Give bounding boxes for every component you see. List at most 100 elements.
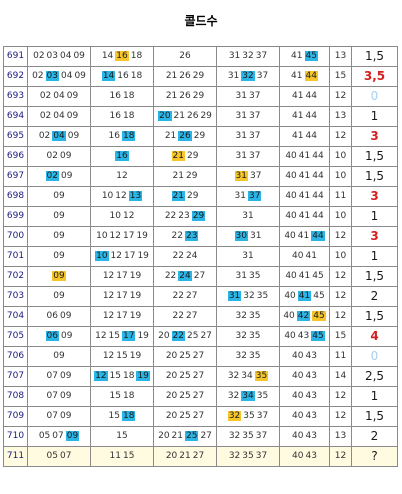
number-group-3: 21 26 29 <box>153 66 217 87</box>
number: 09 <box>53 351 65 361</box>
number-group-4: 31 37 <box>216 166 280 187</box>
table-row: 698 09 10 12 13 21 29 31 37 40 41 44 11 3 <box>3 186 398 207</box>
number-group-1: 02 03 04 09 <box>27 46 91 67</box>
count-cell: 12 <box>329 406 352 427</box>
number-group-2: 15 18 <box>90 386 154 407</box>
number: 37 <box>250 171 262 181</box>
number: 17 <box>123 231 135 241</box>
round-number: 696 <box>3 146 28 167</box>
number: 12 <box>116 171 128 181</box>
number: 43 <box>305 371 317 381</box>
round-number: 703 <box>3 286 28 307</box>
number: 12 <box>95 331 107 341</box>
number: 27 <box>200 431 212 441</box>
number-group-3: 20 21 26 29 <box>153 106 217 127</box>
number-group-5: 40 43 <box>279 426 330 447</box>
count-cell: 10 <box>329 246 352 267</box>
number: 35 <box>243 411 255 421</box>
number-group-3: 21 29 <box>153 146 217 167</box>
number-group-3: 22 23 29 <box>153 206 217 227</box>
result-cell: 1 <box>351 106 398 127</box>
number: 27 <box>192 411 205 421</box>
number: 43 <box>305 391 317 401</box>
number-group-4: 31 32 35 <box>216 286 280 307</box>
number: 17 <box>116 311 128 321</box>
number-group-1: 02 03 04 09 <box>27 66 91 87</box>
highlighted-number: 42 <box>296 311 311 321</box>
number-group-5: 40 41 <box>279 246 330 267</box>
round-number: 700 <box>3 226 28 247</box>
number-group-1: 09 <box>27 246 91 267</box>
number-group-1: 09 <box>27 226 91 247</box>
number-group-1: 09 <box>27 206 91 227</box>
highlighted-number: 18 <box>122 411 136 421</box>
number-group-5: 40 41 44 <box>279 206 330 227</box>
number-group-2: 12 17 19 <box>90 266 154 287</box>
result-cell: 1,5 <box>351 46 398 67</box>
highlighted-number: 26 <box>178 131 192 141</box>
number: 29 <box>200 111 212 121</box>
number: 07 <box>60 451 72 461</box>
number: 41 <box>292 111 304 121</box>
table-row: 704 06 09 12 17 19 22 27 32 35 40 42 45 12 1,5 <box>3 306 398 327</box>
number: 37 <box>249 91 261 101</box>
number: 09 <box>60 411 72 421</box>
result-cell: 2 <box>351 286 398 307</box>
number-group-1: 02 04 09 <box>27 126 91 147</box>
number-group-1: 09 <box>27 346 91 367</box>
count-cell: 13 <box>329 426 352 447</box>
number: 07 <box>46 411 58 421</box>
number: 44 <box>305 131 317 141</box>
number: 04 <box>60 51 72 61</box>
number: 41 <box>298 271 311 281</box>
table-row: 705 06 09 12 15 17 19 20 22 25 27 32 35 40 43 45 15 4 <box>3 326 398 347</box>
result-cell: 2,5 <box>351 366 398 387</box>
number-group-5: 41 45 <box>279 46 330 67</box>
number-group-1: 05 07 <box>27 446 91 467</box>
number: 31 <box>250 231 262 241</box>
number: 15 <box>108 411 120 421</box>
result-cell: 3,5 <box>351 66 398 87</box>
number: 09 <box>53 251 65 261</box>
number-group-3: 22 27 <box>153 306 217 327</box>
number: 41 <box>298 171 311 181</box>
number: 19 <box>129 311 142 321</box>
highlighted-number: 20 <box>158 111 172 121</box>
table-row: 706 09 12 15 19 20 25 27 32 35 40 43 11 0 <box>3 346 398 367</box>
number: 20 <box>165 391 178 401</box>
number: 09 <box>60 391 72 401</box>
number: 37 <box>249 111 261 121</box>
count-cell: 12 <box>329 306 352 327</box>
number: 27 <box>192 391 205 401</box>
highlighted-number: 22 <box>171 331 185 341</box>
number: 32 <box>235 311 247 321</box>
number: 29 <box>192 71 205 81</box>
number-group-5: 40 41 45 <box>279 266 330 287</box>
number: 40 <box>284 331 296 341</box>
number: 16 <box>109 91 121 101</box>
number-group-2: 15 <box>90 426 154 447</box>
number: 43 <box>297 331 310 341</box>
highlighted-number: 45 <box>311 331 325 341</box>
number-group-4: 32 34 35 <box>216 366 280 387</box>
highlighted-number: 35 <box>254 371 269 381</box>
number: 40 <box>284 231 296 241</box>
number: 07 <box>46 371 58 381</box>
number-group-2: 12 15 19 <box>90 346 154 367</box>
highlighted-number: 30 <box>234 231 248 241</box>
count-cell: 12 <box>329 286 352 307</box>
number: 23 <box>178 211 190 221</box>
number: 15 <box>108 331 120 341</box>
result-cell: 4 <box>351 326 398 347</box>
number: 45 <box>312 271 324 281</box>
number: 40 <box>285 271 297 281</box>
round-number: 705 <box>3 326 28 347</box>
number: 31 <box>242 251 254 261</box>
number: 18 <box>130 71 143 81</box>
number: 18 <box>123 91 135 101</box>
number-group-5: 40 43 <box>279 446 330 467</box>
round-number: 710 <box>3 426 28 447</box>
number: 45 <box>313 291 325 301</box>
number-group-3: 21 29 <box>153 166 217 187</box>
number: 21 <box>172 171 184 181</box>
